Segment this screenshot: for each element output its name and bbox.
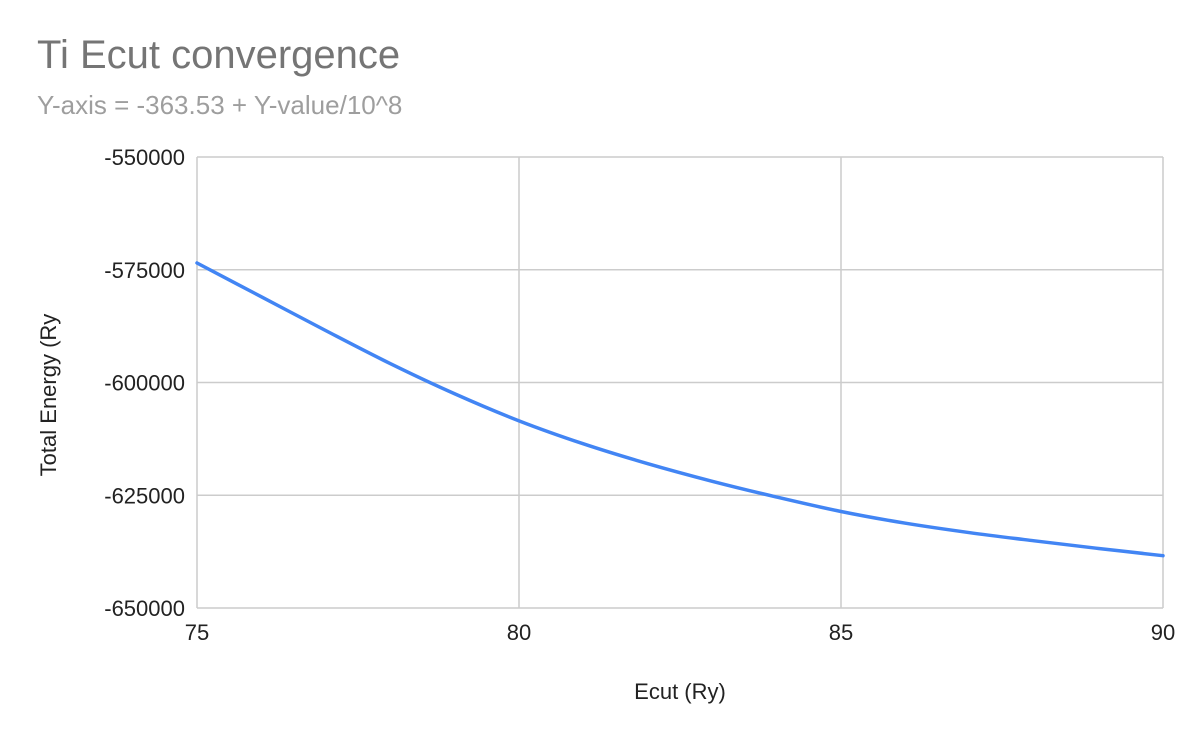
y-tick-label: -550000 [104, 145, 185, 170]
series [195, 261, 1165, 558]
series-line [195, 261, 1165, 558]
x-axis-label: Ecut (Ry) [634, 679, 726, 704]
chart-title: Ti Ecut convergence [37, 33, 400, 77]
tick-labels: 75 80 85 90 -550000 -575000 -600000 -625000 -650… [104, 145, 1175, 645]
x-tick-label: 80 [507, 620, 531, 645]
chart-subtitle: Y-axis = -363.53 + Y-value/10^8 [37, 90, 402, 120]
x-tick-label: 75 [185, 620, 209, 645]
x-tick-label: 85 [829, 620, 853, 645]
y-axis-label: Total Energy (Ry [36, 314, 61, 477]
y-tick-label: -625000 [104, 483, 185, 508]
y-tick-label: -650000 [104, 596, 185, 621]
x-tick-label: 90 [1151, 620, 1175, 645]
y-tick-label: -575000 [104, 258, 185, 283]
grid [196, 156, 1164, 609]
y-tick-label: -600000 [104, 371, 185, 396]
